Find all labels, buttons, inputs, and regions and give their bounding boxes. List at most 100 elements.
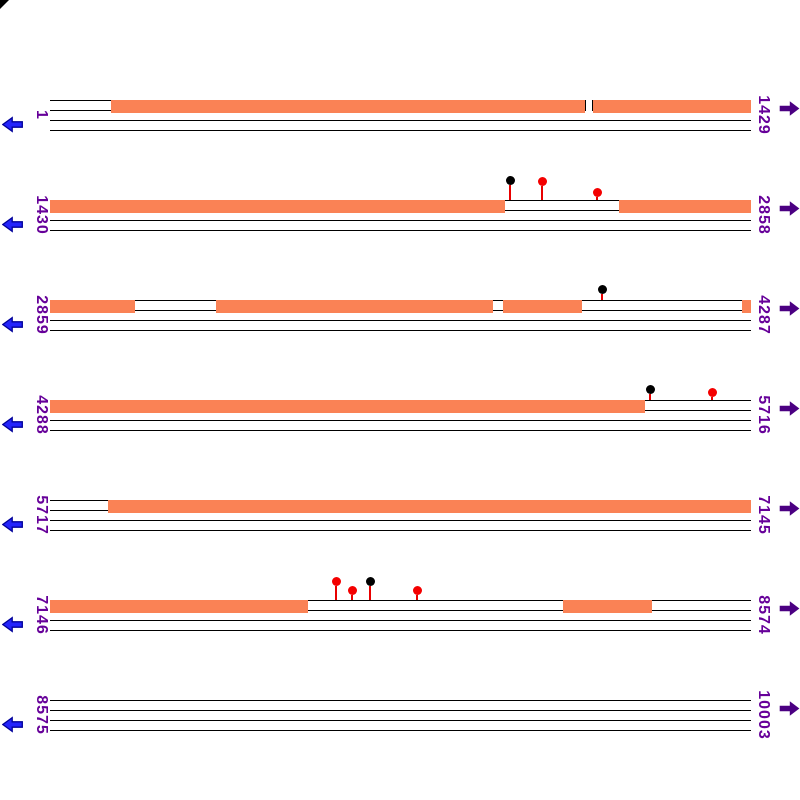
frame-line-1 xyxy=(50,220,751,221)
arrow-right-icon xyxy=(779,101,800,116)
end-position-label: 2858 xyxy=(755,195,772,235)
sequence-row: 2859 4287 xyxy=(0,285,800,346)
frame-line-2 xyxy=(50,330,751,331)
scroll-right-button[interactable] xyxy=(779,400,800,417)
lollipop-stem xyxy=(335,586,337,600)
sequence-row: 1 1429 xyxy=(0,95,800,146)
lollipop-stem xyxy=(351,595,353,600)
sequence-row: 1430 2858 xyxy=(0,176,800,246)
feature-segment xyxy=(50,200,505,213)
feature-segment xyxy=(563,600,652,613)
arrow-right-icon xyxy=(779,201,800,216)
start-position-label: 1 xyxy=(33,110,50,120)
sequence-row: 8575 10003 xyxy=(0,690,800,746)
end-position-label: 10003 xyxy=(755,690,772,740)
lollipop-head xyxy=(708,388,717,397)
arrow-right-icon xyxy=(779,401,800,416)
end-position-label: 8574 xyxy=(755,595,772,635)
sequence-track xyxy=(50,500,751,513)
lollipop-head xyxy=(348,586,357,595)
corner-mark xyxy=(0,0,9,9)
scroll-right-button[interactable] xyxy=(779,200,800,217)
arrow-left-icon xyxy=(1,616,23,633)
feature-segment xyxy=(108,500,751,513)
arrow-left-icon xyxy=(1,116,23,133)
feature-segment xyxy=(50,600,308,613)
scroll-left-button[interactable] xyxy=(1,116,23,133)
frame-line-2 xyxy=(50,530,751,531)
sequence-row: 7146 8574 xyxy=(0,577,800,646)
lollipop-stem xyxy=(509,185,511,200)
arrow-left-icon xyxy=(1,516,23,533)
sequence-row: 4288 5716 xyxy=(0,385,800,446)
arrow-left-icon xyxy=(1,716,23,733)
lollipop-head xyxy=(332,577,341,586)
frame-line-1 xyxy=(50,120,751,121)
start-position-label: 7146 xyxy=(33,595,50,635)
frame-line-2 xyxy=(50,130,751,131)
end-position-label: 1429 xyxy=(755,95,772,135)
lollipop-stem xyxy=(711,397,713,400)
frame-line-1 xyxy=(50,320,751,321)
scroll-left-button[interactable] xyxy=(1,516,23,533)
scroll-left-button[interactable] xyxy=(1,316,23,333)
lollipop-stem xyxy=(596,197,598,200)
frame-line-1 xyxy=(50,520,751,521)
sequence-track xyxy=(50,100,751,113)
sequence-track xyxy=(50,285,751,313)
start-position-label: 8575 xyxy=(33,695,50,735)
feature-segment xyxy=(111,100,585,113)
sequence-row: 5717 7145 xyxy=(0,495,800,546)
feature-segment xyxy=(50,400,645,413)
end-position-label: 4287 xyxy=(755,295,772,335)
feature-segment xyxy=(50,300,135,313)
frame-line-1 xyxy=(50,620,751,621)
lollipop-head xyxy=(538,177,547,186)
sequence-track xyxy=(50,577,751,613)
frame-line-2 xyxy=(50,730,751,731)
lollipop-stem xyxy=(601,294,603,300)
end-position-label: 7145 xyxy=(755,495,772,535)
scroll-left-button[interactable] xyxy=(1,616,23,633)
lollipop-stem xyxy=(369,586,371,600)
sequence-track xyxy=(50,176,751,213)
feature-segment xyxy=(216,300,493,313)
end-position-label: 5716 xyxy=(755,395,772,435)
lollipop-head xyxy=(598,285,607,294)
arrow-left-icon xyxy=(1,216,23,233)
lollipop-head xyxy=(593,188,602,197)
scroll-right-button[interactable] xyxy=(779,700,800,717)
scroll-left-button[interactable] xyxy=(1,716,23,733)
feature-segment xyxy=(593,100,751,113)
feature-gap-notch xyxy=(585,100,593,111)
scroll-left-button[interactable] xyxy=(1,216,23,233)
sequence-track xyxy=(50,700,751,711)
scroll-right-button[interactable] xyxy=(779,300,800,317)
lollipop-stem xyxy=(416,595,418,600)
lollipop-head xyxy=(646,385,655,394)
arrow-right-icon xyxy=(779,601,800,616)
frame-line-1 xyxy=(50,420,751,421)
start-position-label: 5717 xyxy=(33,495,50,535)
arrow-left-icon xyxy=(1,316,23,333)
scroll-left-button[interactable] xyxy=(1,416,23,433)
arrow-left-icon xyxy=(1,416,23,433)
scroll-right-button[interactable] xyxy=(779,500,800,517)
start-position-label: 1430 xyxy=(33,195,50,235)
lollipop-stem xyxy=(541,186,543,200)
frame-line-2 xyxy=(50,630,751,631)
scroll-right-button[interactable] xyxy=(779,100,800,117)
sequence-track xyxy=(50,385,751,413)
lollipop-head xyxy=(506,176,515,185)
lollipop-head xyxy=(366,577,375,586)
lollipop-head xyxy=(413,586,422,595)
arrow-right-icon xyxy=(779,701,800,716)
start-position-label: 2859 xyxy=(33,295,50,335)
feature-segment xyxy=(619,200,751,213)
arrow-right-icon xyxy=(779,501,800,516)
frame-line-1 xyxy=(50,720,751,721)
feature-segment xyxy=(742,300,751,313)
frame-line-2 xyxy=(50,230,751,231)
scroll-right-button[interactable] xyxy=(779,600,800,617)
feature-segment xyxy=(503,300,582,313)
